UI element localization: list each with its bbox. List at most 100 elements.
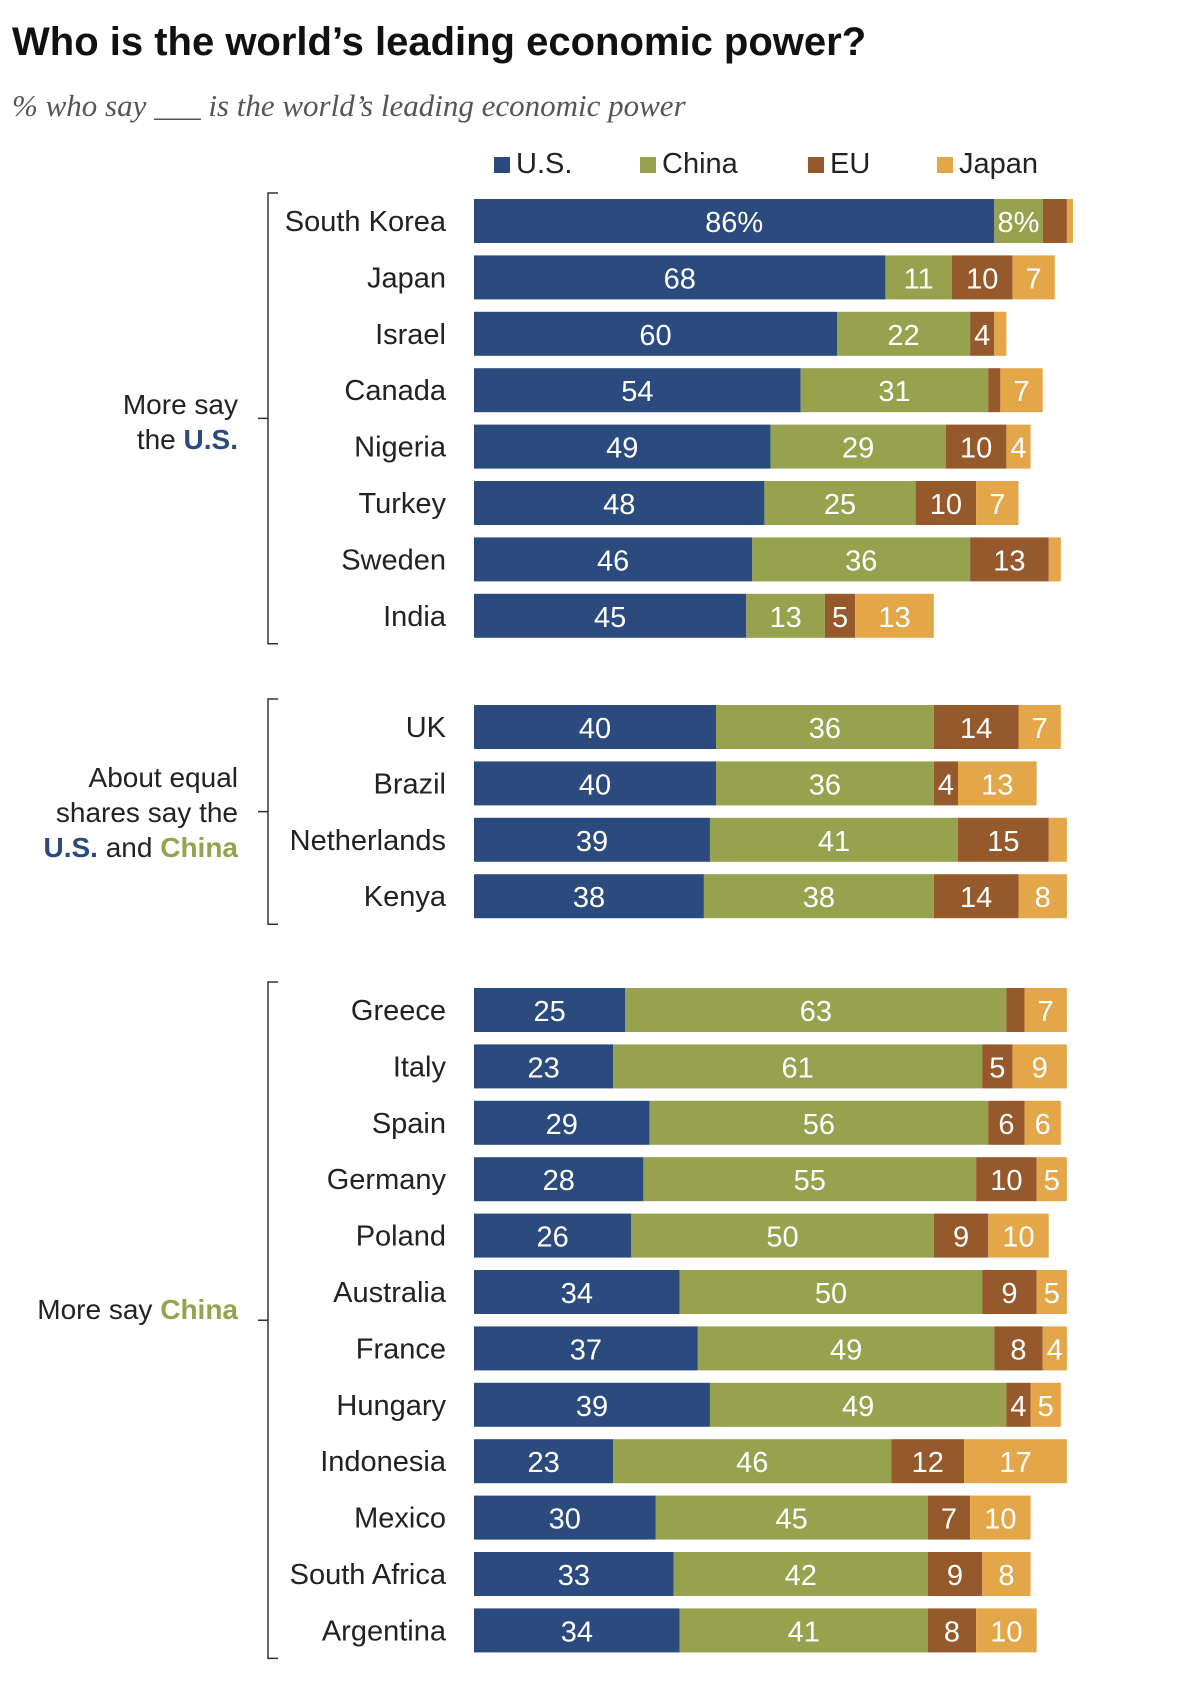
bar-row: France 37 49 8 4 [356, 1326, 1067, 1371]
data-label-eu: 8 [1010, 1334, 1026, 1366]
data-label-eu: 15 [987, 826, 1019, 858]
data-label-china: 61 [782, 1052, 814, 1084]
bar-segment-japan [855, 593, 934, 638]
data-label-us: 68 [664, 263, 696, 295]
data-label-us: 28 [543, 1165, 575, 1197]
bar-segment-us [474, 1044, 614, 1089]
data-label-japan: 8 [998, 1560, 1014, 1592]
bar-segment-eu [976, 1157, 1037, 1202]
country-label: Germany [327, 1164, 447, 1196]
country-label: Mexico [354, 1503, 446, 1535]
group-label-china: China [160, 832, 238, 863]
bar-segment-china [643, 1157, 977, 1202]
data-label-japan: 5 [1044, 1278, 1060, 1310]
data-label-china: 46 [736, 1447, 768, 1479]
data-label-us: 39 [576, 1391, 608, 1423]
group-bracket [258, 981, 278, 1660]
bar-segment-japan [1006, 424, 1031, 469]
bar-segment-us [474, 988, 626, 1032]
bar-segment-japan [976, 1608, 1037, 1653]
country-label: Spain [372, 1108, 446, 1140]
data-label-japan: 4 [1010, 433, 1026, 465]
bar-segment-us [474, 1100, 650, 1145]
data-label-eu: 13 [993, 545, 1025, 577]
data-label-japan: 10 [984, 1504, 1016, 1536]
bar-segment-china [703, 874, 934, 919]
data-label-us: 60 [639, 320, 671, 352]
bar-segment-china [679, 1270, 983, 1314]
group-label-more-us: More say the U.S. [123, 387, 238, 457]
data-label-eu: 12 [912, 1447, 944, 1479]
bar-segment-us [474, 1552, 674, 1596]
data-label-japan: 7 [1026, 263, 1042, 295]
group-label-text: More say [37, 1294, 161, 1325]
group-bracket [258, 698, 278, 925]
data-label-eu: 10 [990, 1165, 1022, 1197]
bar-segment-eu [933, 1213, 989, 1258]
bar-segment-china [655, 1495, 928, 1540]
data-label-eu: 7 [941, 1504, 957, 1536]
bar-row: Israel 60 22 4 [375, 311, 1007, 356]
data-label-us: 37 [570, 1334, 602, 1366]
data-label-china: 22 [887, 320, 919, 352]
bar-segment-us [474, 481, 765, 525]
country-label: South Korea [285, 206, 447, 238]
group-label-china: China [160, 1294, 238, 1325]
bar-segment-us [474, 1382, 710, 1427]
bar-row: Germany 28 55 10 5 [327, 1157, 1067, 1202]
country-label: Hungary [336, 1390, 446, 1422]
group-label-us: U.S. [183, 424, 238, 455]
bar-row: South Africa 33 42 9 8 [290, 1552, 1031, 1596]
bar-segment-china [837, 311, 971, 356]
bar-segment-china [716, 705, 934, 749]
bar-segment-us [474, 1439, 614, 1484]
bar-segment-eu [945, 424, 1007, 469]
bar-segment-us [474, 537, 753, 582]
legend-item-china: China [640, 148, 738, 181]
group-label-text: the [136, 424, 184, 455]
legend-swatch-eu [808, 156, 824, 173]
chart-subtitle: % who say ___ is the world’s leading eco… [12, 88, 686, 123]
country-label: Japan [367, 262, 446, 294]
group-label-equal: About equal shares say the U.S. and Chin… [43, 760, 238, 865]
bar-segment-eu [824, 593, 856, 638]
data-label-eu: 9 [947, 1560, 963, 1592]
data-label-china: 8% [998, 207, 1040, 239]
bar-segment-japan [994, 311, 1007, 356]
data-label-japan: 7 [989, 489, 1005, 521]
bar-segment-japan [1042, 1326, 1067, 1371]
group-label-line: U.S. and China [43, 830, 238, 865]
data-label-china: 55 [794, 1165, 826, 1197]
bar-segment-eu [927, 1552, 983, 1596]
country-label: Kenya [364, 881, 447, 913]
bar-row: Kenya 38 38 14 8 [364, 874, 1067, 919]
bar-segment-china [885, 255, 952, 300]
bar-segment-china [679, 1608, 928, 1653]
bar-segment-china [716, 761, 934, 806]
bar-segment-japan [1066, 199, 1073, 243]
bar-segment-japan [1024, 988, 1067, 1032]
bar-segment-china [673, 1552, 928, 1596]
bar-segment-eu [982, 1270, 1037, 1314]
data-label-china: 50 [815, 1278, 847, 1310]
data-label-us: 38 [573, 882, 605, 914]
bar-row: Indonesia 23 46 12 17 [320, 1439, 1067, 1484]
country-label: Canada [344, 375, 446, 407]
data-label-us: 49 [606, 433, 638, 465]
data-label-us: 25 [533, 996, 565, 1028]
legend-label-japan: Japan [959, 148, 1039, 180]
country-label: Australia [333, 1277, 447, 1309]
country-label: Turkey [358, 488, 446, 520]
bar-row: Mexico 30 45 7 10 [354, 1495, 1031, 1540]
data-label-us: 26 [537, 1222, 569, 1254]
data-label-eu: 14 [960, 713, 992, 745]
bar-segment-us [474, 874, 704, 919]
bar-segment-china [709, 1382, 1007, 1427]
data-label-eu: 4 [974, 320, 990, 352]
data-label-china: 56 [803, 1109, 835, 1141]
data-label-japan: 8 [1035, 882, 1051, 914]
data-label-us: 34 [561, 1616, 593, 1648]
bar-segment-japan [970, 1495, 1031, 1540]
legend: U.S. China EU Japan [0, 148, 1200, 184]
